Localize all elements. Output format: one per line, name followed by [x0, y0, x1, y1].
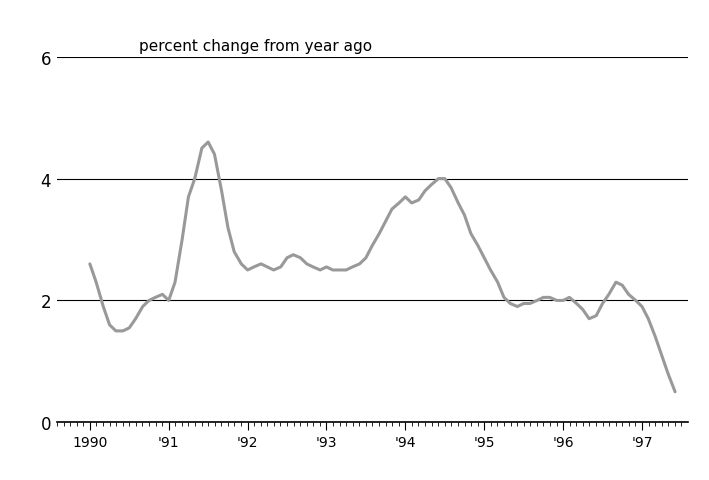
- Text: percent change from year ago: percent change from year ago: [139, 39, 372, 54]
